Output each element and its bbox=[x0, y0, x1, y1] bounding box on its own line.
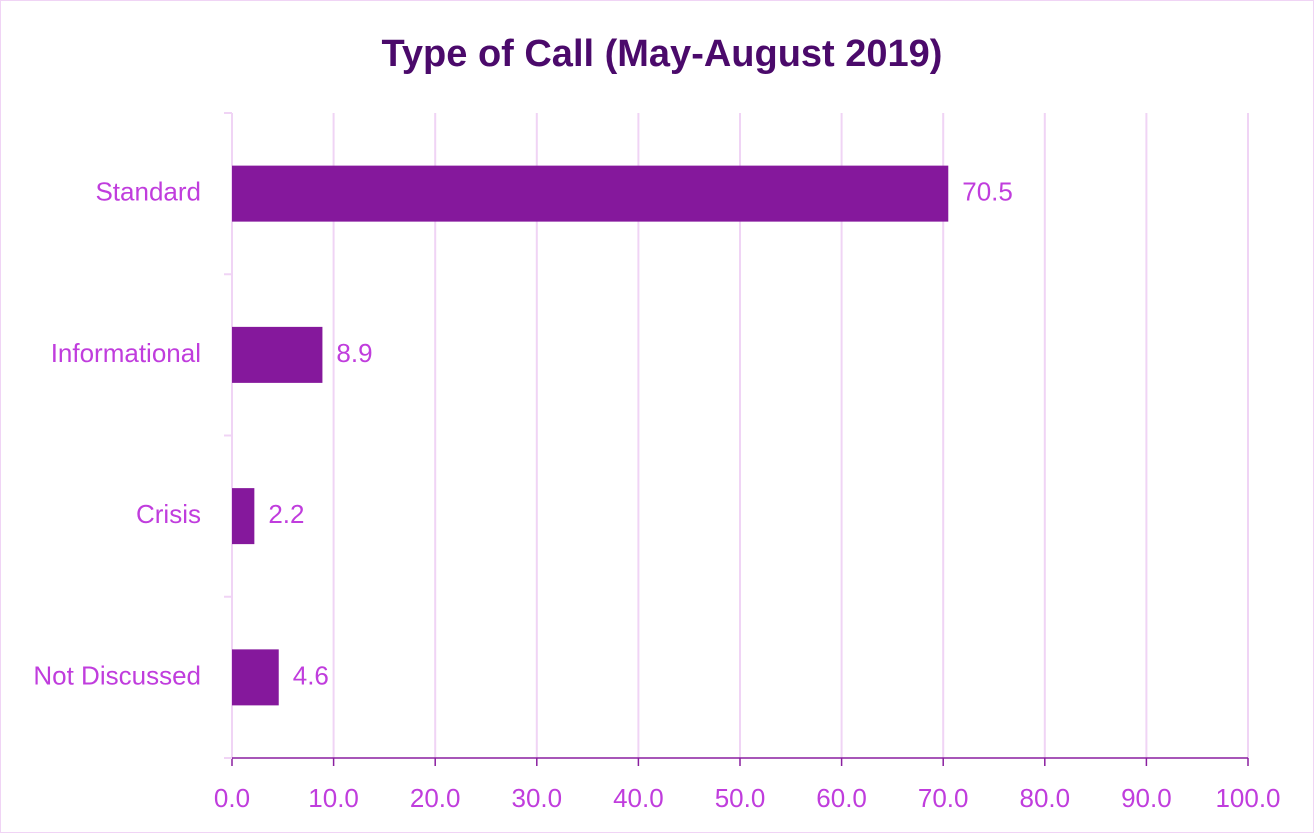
y-tick-label: Informational bbox=[51, 338, 201, 368]
data-label: 8.9 bbox=[336, 338, 372, 368]
x-tick-label: 100.0 bbox=[1215, 783, 1280, 813]
y-tick-label: Not Discussed bbox=[33, 660, 201, 690]
x-tick-label: 90.0 bbox=[1121, 783, 1172, 813]
data-label: 2.2 bbox=[268, 499, 304, 529]
x-tick-label: 50.0 bbox=[715, 783, 766, 813]
bar bbox=[232, 488, 255, 545]
data-label: 70.5 bbox=[962, 177, 1013, 207]
x-tick-label: 60.0 bbox=[816, 783, 867, 813]
data-label: 4.6 bbox=[293, 660, 329, 690]
x-tick-label: 20.0 bbox=[410, 783, 461, 813]
y-tick-label: Standard bbox=[95, 177, 201, 207]
bar bbox=[232, 649, 279, 706]
bar bbox=[232, 326, 323, 383]
chart-title: Type of Call (May-August 2019) bbox=[382, 33, 943, 75]
y-tick-label: Crisis bbox=[136, 499, 201, 529]
x-tick-label: 70.0 bbox=[918, 783, 969, 813]
bar bbox=[232, 165, 949, 222]
x-tick-label: 40.0 bbox=[613, 783, 664, 813]
x-tick-label: 10.0 bbox=[308, 783, 359, 813]
x-tick-label: 80.0 bbox=[1019, 783, 1070, 813]
x-tick-label: 30.0 bbox=[511, 783, 562, 813]
x-tick-label: 0.0 bbox=[214, 783, 250, 813]
